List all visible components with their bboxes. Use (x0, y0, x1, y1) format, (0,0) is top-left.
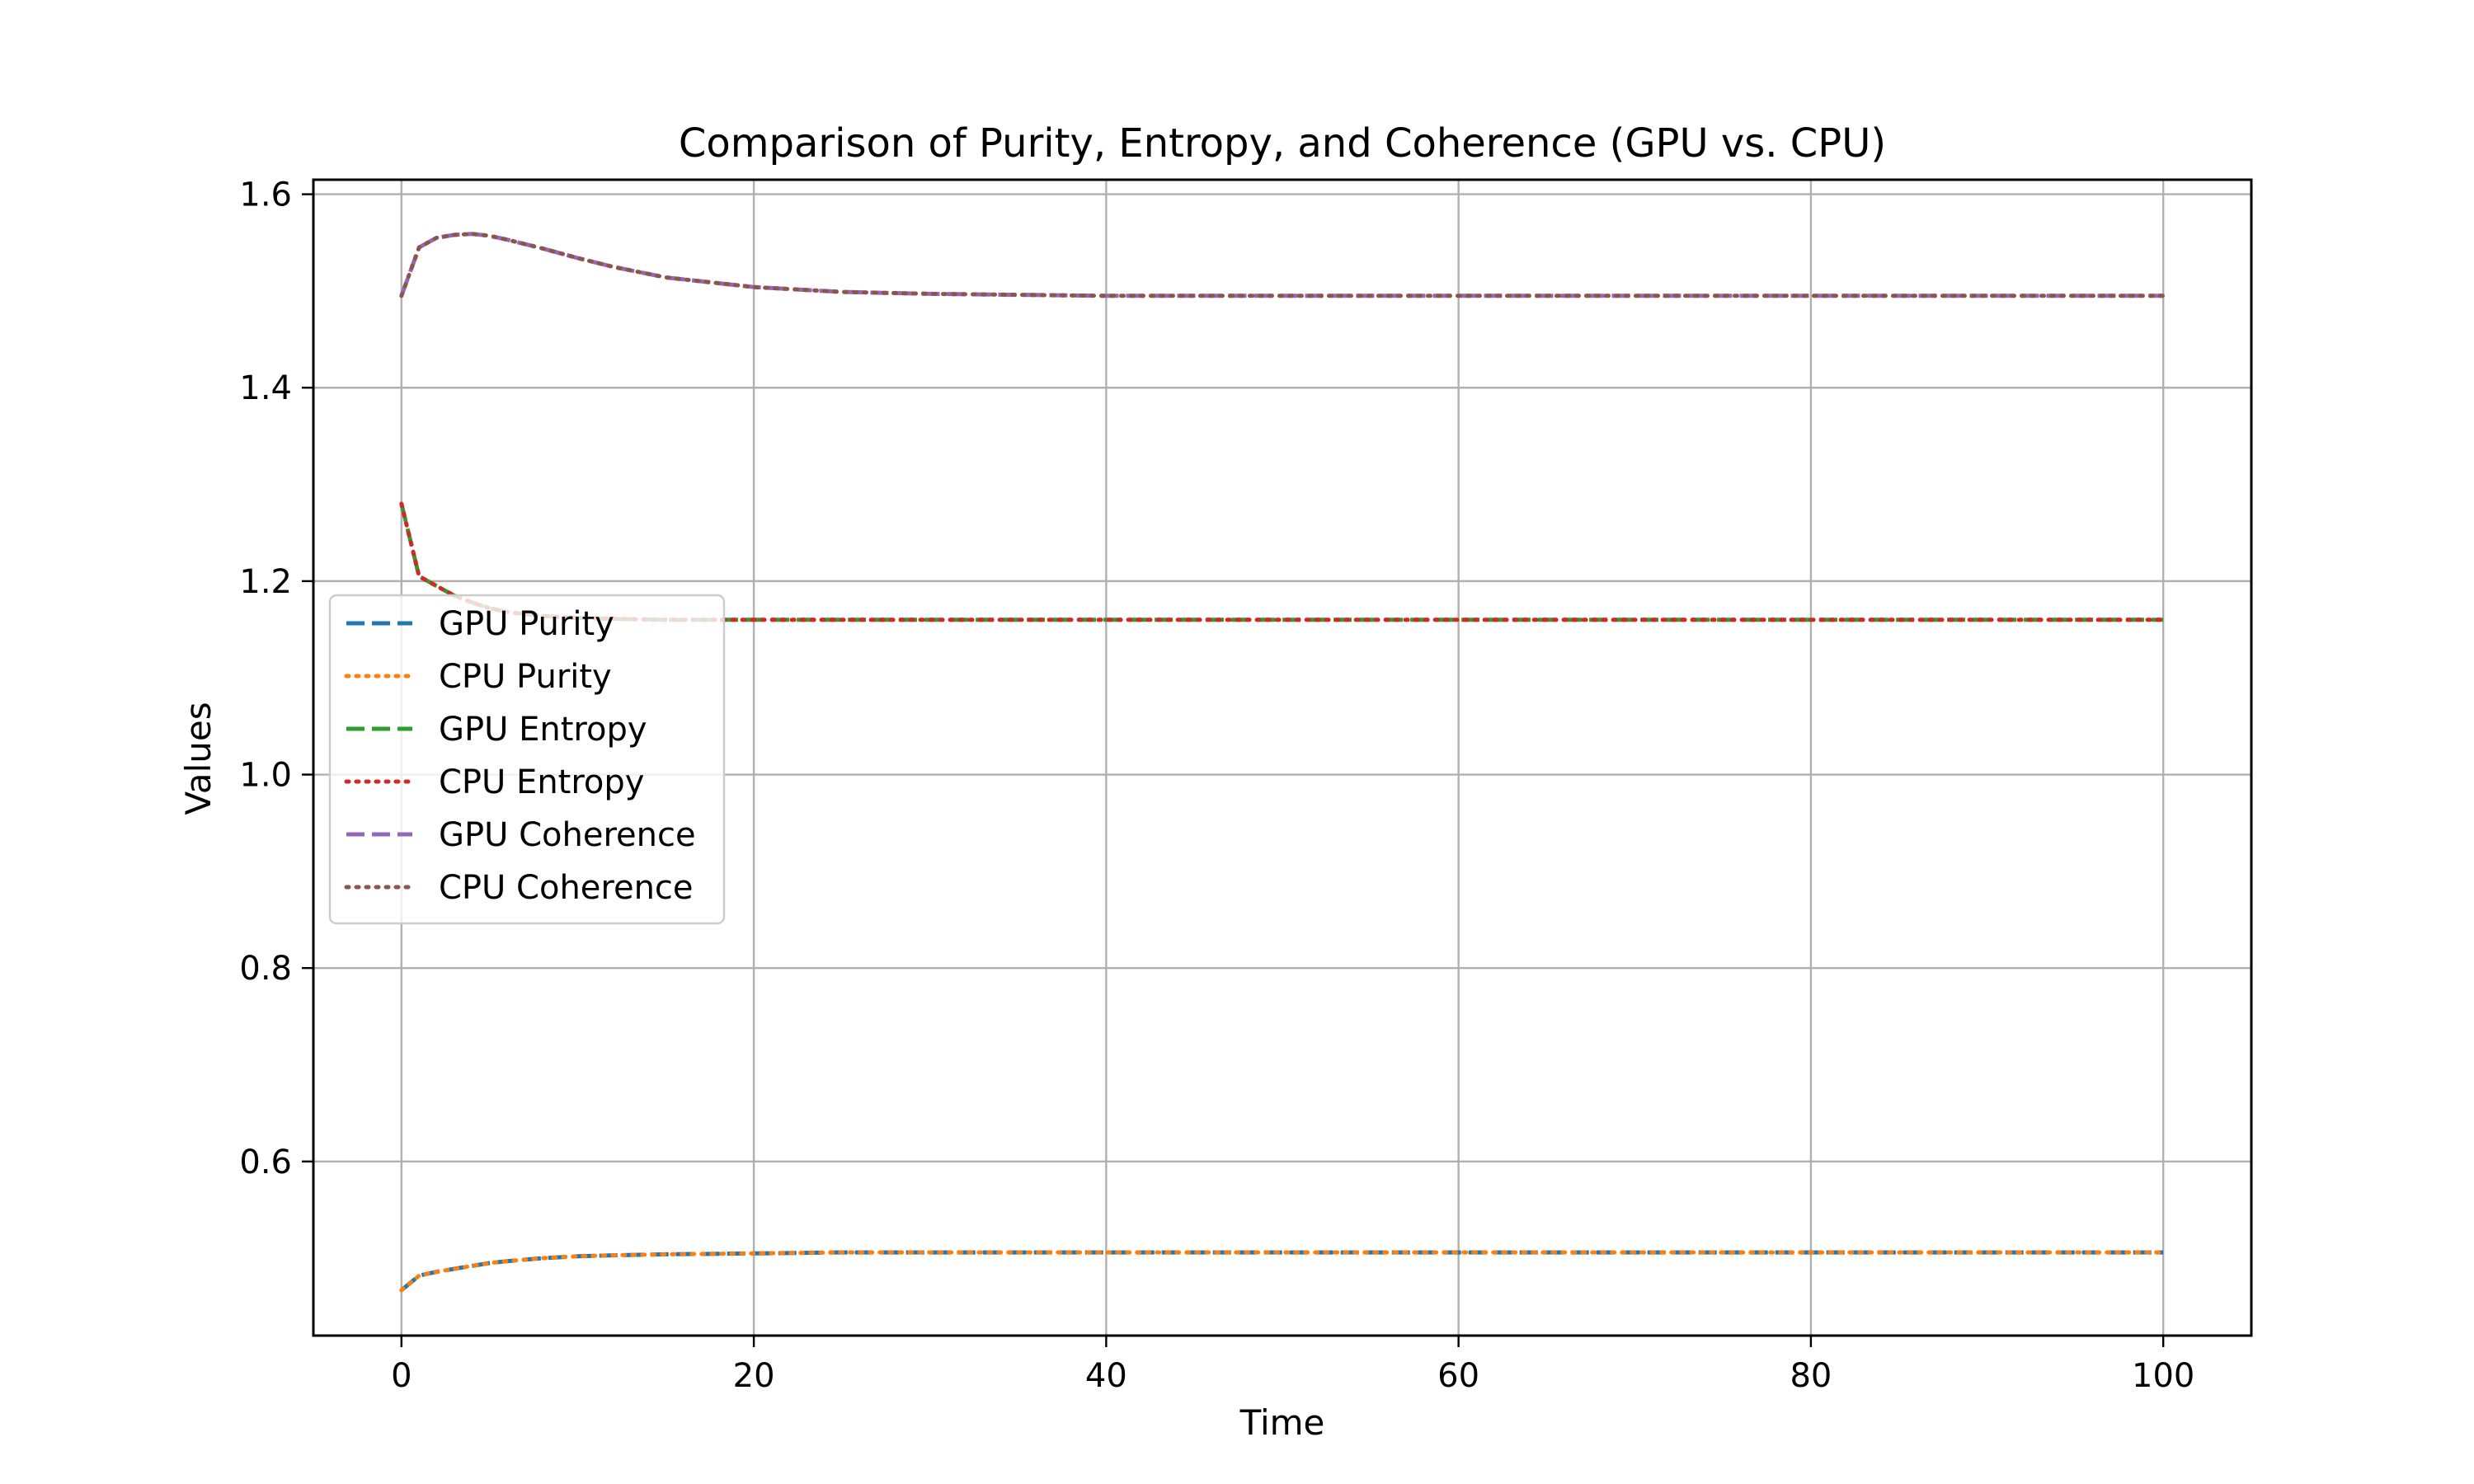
x-tick-label: 100 (2132, 1357, 2194, 1395)
y-tick-label: 1.0 (239, 757, 292, 795)
axis-ticks: 0 20 40 60 80 100 0.6 0.8 1.0 1.2 1.4 1.6 (239, 176, 2194, 1395)
legend: GPU Purity CPU Purity GPU Entropy CPU Entro… (328, 594, 726, 925)
legend-label: CPU Purity (439, 658, 612, 696)
x-tick-label: 20 (733, 1357, 775, 1395)
series-line-cpu-coherence (399, 232, 2166, 298)
legend-label: CPU Coherence (439, 869, 694, 907)
x-tick-label: 60 (1437, 1357, 1479, 1395)
y-tick-label: 0.6 (239, 1144, 292, 1181)
y-axis-label: Values (178, 702, 219, 815)
legend-label: GPU Purity (439, 605, 614, 643)
y-tick-label: 1.6 (239, 176, 292, 214)
legend-label: CPU Entropy (439, 763, 644, 801)
y-tick-label: 1.4 (239, 369, 292, 407)
x-tick-label: 0 (391, 1357, 412, 1395)
x-tick-label: 80 (1790, 1357, 1832, 1395)
x-axis-label: Time (1239, 1402, 1325, 1443)
x-tick-label: 40 (1085, 1357, 1127, 1395)
y-tick-label: 1.2 (239, 563, 292, 601)
chart-title: Comparison of Purity, Entropy, and Coher… (679, 120, 1886, 167)
series-line-cpu-purity (399, 1250, 2166, 1293)
plot-frame (312, 178, 2253, 1337)
legend-label: GPU Coherence (439, 816, 696, 854)
legend-box (328, 594, 726, 925)
y-tick-label: 0.8 (239, 950, 292, 988)
legend-label: GPU Entropy (439, 711, 647, 749)
